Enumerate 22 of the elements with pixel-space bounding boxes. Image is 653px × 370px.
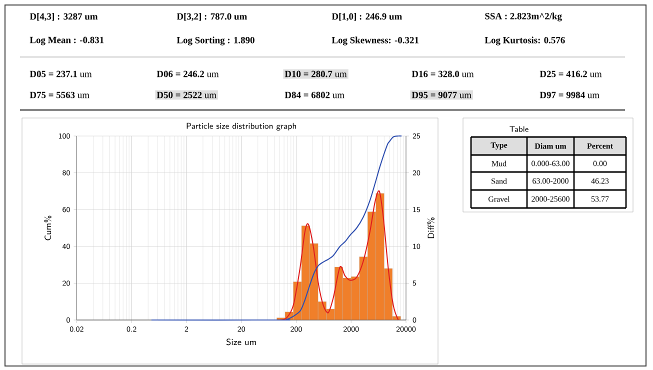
text: Log Mean : -0.831 (30, 36, 104, 46)
text: D84 = 6802 um (284, 92, 344, 98)
text: Log Sorting : 1.890 (176, 36, 254, 46)
text: D[1,0] : 246.9 um (332, 12, 402, 22)
x-axis-title: Size um (226, 338, 256, 346)
text: D50 = 2522 um (156, 92, 216, 98)
text: D[3,2] : 787.0 um (176, 12, 247, 22)
y-axis-title: Cum% (44, 216, 52, 240)
text: D97 = 9984 um (540, 92, 600, 98)
y2-axis-title: Diff% (427, 218, 435, 238)
text: D25 = 416.2 um (540, 70, 602, 78)
text: D16 = 328.0 um (412, 70, 474, 78)
text: D[4,3] : 3287 um (30, 12, 98, 22)
text: D95 = 9077 um (412, 92, 472, 98)
text: Log Kurtosis: 0.576 (484, 36, 565, 46)
text: D05 = 237.1 um (30, 70, 92, 78)
text: Log Skewness: -0.321 (332, 36, 418, 46)
chart-title: Particle size distribution graph (186, 122, 296, 130)
text: D75 = 5563 um (30, 92, 90, 98)
text: D10 = 280.7 um (284, 70, 347, 78)
text: D06 = 246.2 um (156, 70, 219, 78)
text: SSA : 2.823m^2/kg (485, 12, 562, 22)
